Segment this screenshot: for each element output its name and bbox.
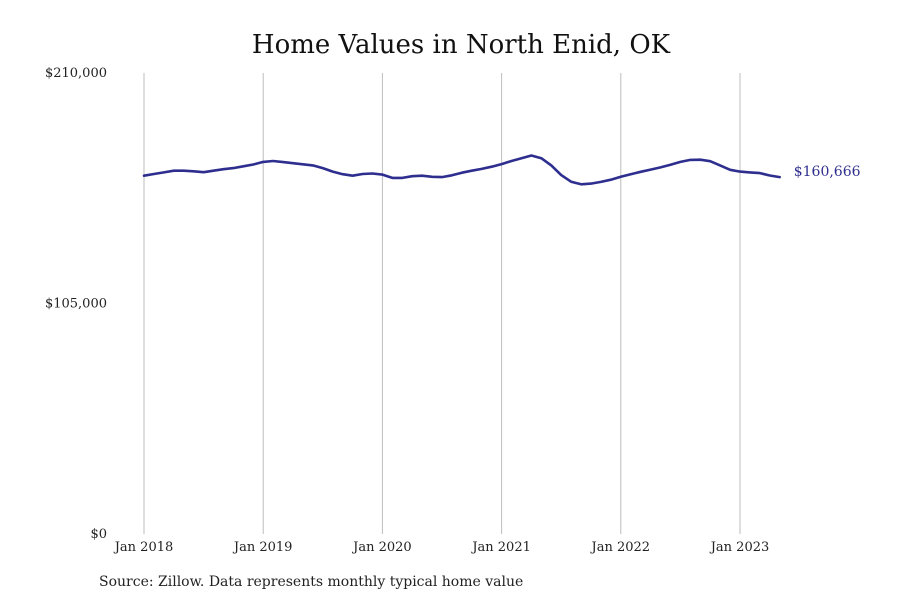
source-note: Source: Zillow. Data represents monthly …: [99, 574, 523, 590]
x-tick-label: Jan 2020: [351, 540, 412, 555]
x-tick-label: Jan 2018: [113, 540, 174, 555]
end-value-label: $160,666: [794, 164, 861, 180]
y-tick-label: $0: [90, 527, 107, 542]
x-tick-label: Jan 2021: [470, 540, 531, 555]
x-tick-label: Jan 2019: [232, 540, 293, 555]
y-tick-label: $210,000: [45, 66, 107, 81]
x-axis: Jan 2018 Jan 2019 Jan 2020 Jan 2021 Jan 2022…: [113, 540, 770, 555]
chart-title: Home Values in North Enid, OK: [252, 30, 671, 60]
x-tick-label: Jan 2022: [590, 540, 651, 555]
series-line: [142, 154, 781, 186]
gridlines: [143, 73, 741, 534]
y-axis: $0 $105,000 $210,000: [45, 66, 107, 542]
x-tick-label: Jan 2023: [709, 540, 770, 555]
y-tick-label: $105,000: [45, 297, 107, 312]
